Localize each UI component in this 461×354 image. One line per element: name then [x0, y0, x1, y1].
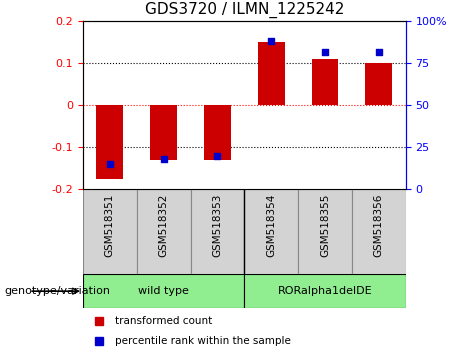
Text: percentile rank within the sample: percentile rank within the sample [115, 336, 291, 346]
Bar [96, 105, 123, 179]
Bar [204, 105, 231, 160]
Text: wild type: wild type [138, 286, 189, 296]
Bar [137, 189, 190, 274]
Text: GSM518352: GSM518352 [159, 194, 169, 257]
Point [267, 39, 275, 44]
Bar [83, 189, 137, 274]
Point [214, 153, 221, 159]
Bar [190, 189, 244, 274]
Text: GSM518353: GSM518353 [213, 194, 223, 257]
Bar [244, 189, 298, 274]
Bar [312, 59, 338, 105]
Text: genotype/variation: genotype/variation [5, 286, 111, 296]
Title: GDS3720 / ILMN_1225242: GDS3720 / ILMN_1225242 [145, 2, 344, 18]
Text: GSM518351: GSM518351 [105, 194, 115, 257]
Text: RORalpha1delDE: RORalpha1delDE [278, 286, 372, 296]
Bar [83, 274, 244, 308]
Point [106, 161, 113, 167]
Point [375, 48, 383, 54]
Bar [298, 189, 352, 274]
Text: transformed count: transformed count [115, 316, 213, 326]
Text: GSM518356: GSM518356 [374, 194, 384, 257]
Point [321, 48, 329, 54]
Bar [365, 63, 392, 105]
Bar [150, 105, 177, 160]
Bar [352, 189, 406, 274]
Text: GSM518354: GSM518354 [266, 194, 276, 257]
Text: GSM518355: GSM518355 [320, 194, 330, 257]
Bar [258, 42, 284, 105]
Point [160, 156, 167, 162]
Bar [244, 274, 406, 308]
